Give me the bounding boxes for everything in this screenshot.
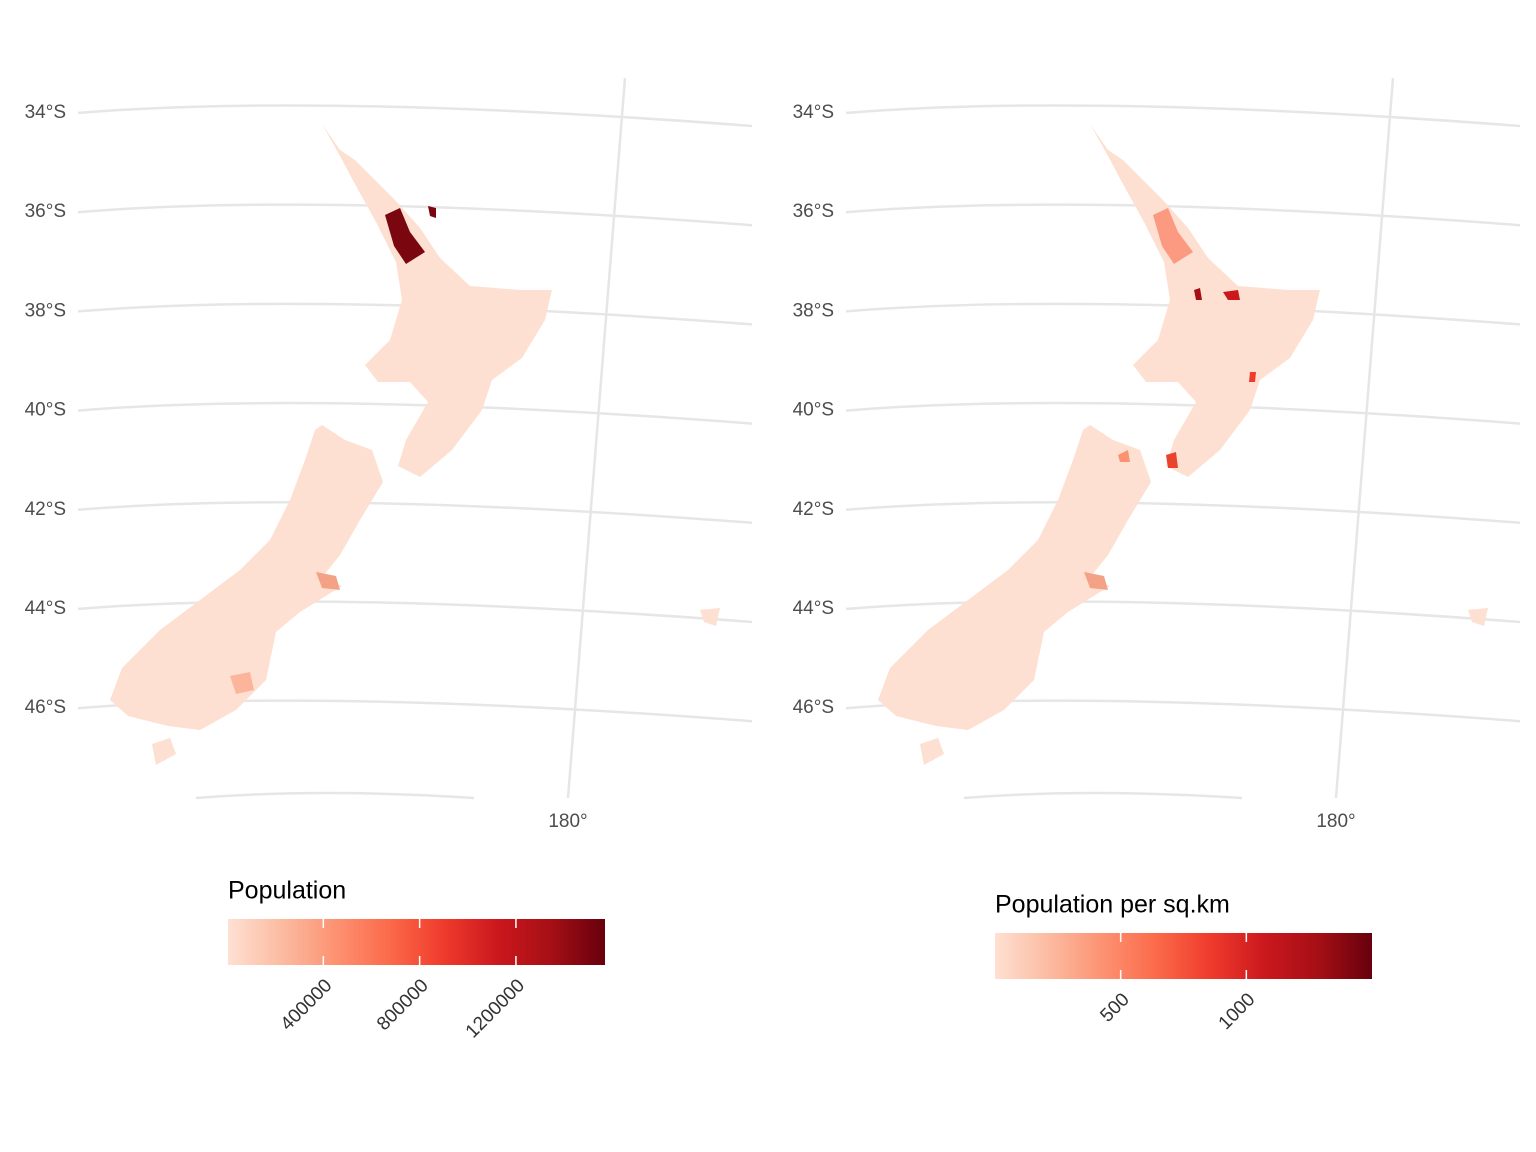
y-tick-label: 42°S [793,499,834,520]
colorbar [228,919,605,965]
y-tick-label: 40°S [793,400,834,421]
region [1194,288,1202,300]
region [322,124,552,477]
region [920,738,944,765]
region [385,208,425,264]
map-panel: 34°S 36°S 38°S 40°S 42°S 44°S 46°S 180° Populati… [793,77,1521,1034]
grid-line [845,104,1521,128]
y-tick-label: 40°S [25,400,66,421]
y-tick-label: 34°S [793,102,834,123]
y-tick-label: 36°S [793,201,834,222]
grid-line [845,600,1521,624]
region [1166,452,1178,468]
grid-line [77,600,753,624]
grid-line [845,401,1521,425]
region [878,425,1151,730]
grid-line [566,77,627,799]
y-tick-label: 44°S [793,598,834,619]
region [230,672,254,694]
y-tick-label: 34°S [25,102,66,123]
region [700,608,720,626]
region [1084,572,1108,590]
grid-line [77,401,753,425]
graticule-line [963,791,1243,800]
grid-line [77,203,753,227]
graticule-line [195,791,475,800]
legend-title: Population [228,877,346,905]
region [1223,290,1240,300]
legend-title: Population per sq.km [995,891,1230,919]
legend-tick-label: 800000 [373,975,433,1035]
colorbar [995,933,1372,979]
legend-tick-label: 500 [1096,989,1133,1026]
y-tick-label: 36°S [25,201,66,222]
grid-line [845,203,1521,227]
legend-tick-label: 1000 [1215,989,1260,1034]
y-tick-label: 46°S [25,697,66,718]
y-tick-label: 38°S [25,300,66,321]
grid-line [1334,77,1395,799]
grid-line [77,302,753,326]
grid-line [77,104,753,128]
region [1468,608,1488,626]
y-tick-label: 46°S [793,697,834,718]
x-tick-label: 180° [548,811,587,832]
grid-line [845,501,1521,525]
region [1249,372,1256,382]
region [152,738,176,765]
region [316,572,340,590]
map-panel: 34°S 36°S 38°S 40°S 42°S 44°S 46°S 180° Populati… [25,77,753,1042]
y-tick-label: 42°S [25,499,66,520]
y-tick-label: 38°S [793,300,834,321]
region [1090,124,1320,477]
x-tick-label: 180° [1316,811,1355,832]
region [428,206,436,218]
region [1153,208,1193,264]
region [1118,450,1130,462]
region [110,425,383,730]
legend-tick-label: 1200000 [462,975,529,1042]
grid-line [77,501,753,525]
grid-line [845,302,1521,326]
legend-tick-label: 400000 [277,975,337,1035]
y-tick-label: 44°S [25,598,66,619]
